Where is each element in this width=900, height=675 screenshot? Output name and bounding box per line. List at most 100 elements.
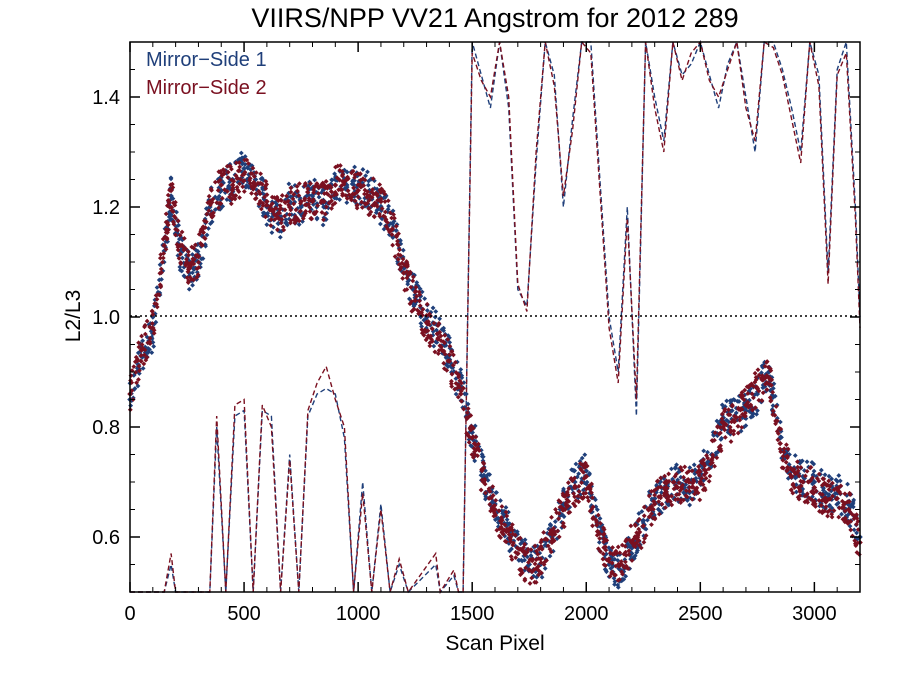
scatter-marker [136,368,142,374]
scatter-marker [669,466,674,472]
scatter-marker [600,551,606,557]
scatter-marker [778,426,784,432]
scatter-marker [475,445,481,451]
scatter-marker [201,230,207,235]
scatter-marker [733,410,739,416]
scatter-marker [324,185,330,191]
scatter-marker [829,511,835,517]
scatter-marker [583,481,589,487]
scatter-marker [584,479,590,485]
data-point [754,385,761,392]
scatter-marker [144,318,150,324]
scatter-marker [272,216,278,222]
scatter-marker [510,542,516,548]
scatter-marker [286,181,292,187]
scatter-marker [425,328,431,334]
scatter-marker [282,199,288,205]
scatter-marker [204,211,210,217]
scatter-marker [337,197,342,203]
scatter-marker [400,256,406,262]
scatter-marker [471,446,477,451]
data-point [811,484,818,491]
scatter-marker [756,372,762,378]
scatter-marker [345,174,350,180]
scatter-marker [675,496,681,502]
scatter-marker [728,427,734,433]
data-point [492,506,498,513]
scatter-marker [218,197,224,203]
scatter-marker [157,290,163,296]
scatter-marker [702,485,708,491]
scatter-marker [411,303,417,309]
scatter-marker [203,219,209,225]
scatter-marker [367,197,372,203]
scatter-marker [826,487,832,492]
scatter-marker [150,312,156,317]
scatter-marker [166,214,172,220]
scatter-marker [565,480,571,486]
scatter-marker [719,416,725,422]
scatter-marker [211,210,216,216]
data-point [161,242,168,249]
scatter-marker [160,236,166,242]
scatter-marker [288,218,294,224]
y-tick-label: 1.4 [92,87,120,109]
scatter-marker [752,379,758,385]
scatter-marker [410,278,416,284]
scatter-marker [629,558,635,563]
plot-points [127,150,863,590]
scatter-marker [792,485,797,490]
scatter-marker [564,489,570,495]
scatter-marker [337,167,343,173]
scatter-marker [470,434,476,440]
scatter-marker [785,467,791,473]
scatter-marker [465,401,471,407]
scatter-marker [589,490,594,496]
scatter-marker [227,186,233,192]
scatter-marker [149,336,155,342]
scatter-marker [764,359,770,364]
scatter-marker [750,395,756,401]
scatter-marker [659,501,665,507]
scatter-marker [377,182,383,187]
scatter-marker [389,232,395,237]
scatter-marker [606,559,612,564]
scatter-marker [802,493,808,499]
scatter-marker [664,491,670,497]
scatter-marker [202,236,208,241]
scatter-marker [601,536,607,542]
scatter-marker [277,203,283,209]
data-point [195,253,202,260]
scatter-marker [366,206,372,211]
scatter-marker [191,261,197,267]
scatter-marker [487,501,493,507]
scatter-marker [325,205,331,211]
data-point [583,473,590,480]
scatter-marker [551,538,557,544]
scatter-marker [278,220,284,226]
scatter-marker [731,431,736,437]
scatter-marker [733,415,739,421]
scatter-marker [855,518,861,524]
scatter-marker [147,324,153,330]
scatter-marker [198,261,203,266]
scatter-marker [804,468,810,474]
scatter-marker [617,550,623,556]
scatter-marker [657,480,662,486]
scatter-marker [155,289,161,295]
scatter-marker [175,218,181,224]
scatter-marker [330,202,336,208]
scatter-marker [294,184,300,189]
scatter-marker [302,197,308,203]
scatter-marker [792,453,798,458]
scatter-marker [434,340,440,345]
x-tick-label: 500 [227,603,260,625]
scatter-marker [829,476,835,482]
scatter-marker [429,338,435,344]
scatter-marker [638,545,644,551]
scatter-marker [222,190,228,195]
scatter-marker [322,185,328,191]
scatter-marker [368,209,374,215]
scatter-marker [219,195,225,201]
scatter-marker [152,301,158,306]
